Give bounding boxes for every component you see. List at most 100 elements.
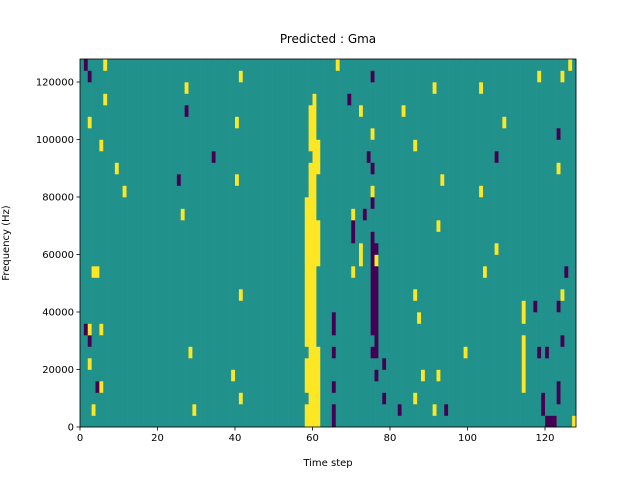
heatmap-cell (521, 197, 526, 209)
heatmap-cell (347, 185, 352, 198)
heatmap-cell (91, 392, 96, 405)
heatmap-cell (188, 266, 193, 278)
heatmap-cell (343, 312, 348, 324)
heatmap-cell (424, 231, 430, 244)
heatmap-cell (320, 381, 325, 393)
heatmap-cell (366, 312, 371, 324)
heatmap-cell (541, 404, 546, 416)
heatmap-cell (490, 404, 495, 416)
heatmap-cell (378, 300, 383, 313)
heatmap-cell (401, 197, 406, 209)
heatmap-cell (494, 335, 499, 347)
heatmap-cell (281, 105, 286, 117)
heatmap-cell (452, 415, 457, 428)
heatmap-cell (455, 197, 461, 209)
heatmap-cell (366, 243, 371, 255)
heatmap-cell (483, 116, 488, 129)
heatmap-cell (320, 312, 325, 324)
heatmap-cell (463, 243, 468, 255)
heatmap-cell (114, 93, 120, 106)
heatmap-cell (486, 323, 492, 336)
heatmap-cell (351, 358, 356, 370)
heatmap-cell (293, 369, 298, 382)
heatmap-cell (308, 59, 313, 71)
heatmap-cell (351, 151, 356, 163)
heatmap-cell (374, 243, 379, 255)
heatmap-cell (545, 208, 550, 221)
heatmap-cell (161, 404, 166, 416)
heatmap-cell (397, 93, 402, 106)
heatmap-cell (409, 312, 414, 324)
heatmap-cell (455, 139, 461, 152)
heatmap-cell (316, 277, 321, 290)
heatmap-cell (161, 231, 166, 244)
heatmap-cell (374, 289, 379, 301)
heatmap-cell (184, 300, 189, 313)
heatmap-cell (506, 254, 511, 267)
heatmap-cell (126, 185, 131, 198)
heatmap-cell (285, 404, 290, 416)
heatmap-cell (556, 93, 561, 106)
heatmap-cell (266, 59, 271, 71)
heatmap-cell (289, 197, 294, 209)
heatmap-cell (165, 162, 170, 175)
heatmap-cell (498, 335, 503, 347)
heatmap-cell (219, 415, 224, 428)
heatmap-cell (459, 128, 464, 140)
heatmap-cell (548, 128, 554, 140)
heatmap-cell (289, 185, 294, 198)
heatmap-cell (223, 358, 228, 370)
heatmap-cell (521, 369, 526, 382)
heatmap-cell (184, 185, 189, 198)
heatmap-cell (455, 381, 461, 393)
heatmap-cell (490, 277, 495, 290)
heatmap-cell (118, 381, 123, 393)
heatmap-cell (494, 70, 499, 83)
heatmap-cell (316, 197, 321, 209)
heatmap-cell (362, 346, 368, 359)
heatmap-cell (254, 358, 259, 370)
heatmap-cell (242, 82, 247, 94)
heatmap-cell (281, 415, 286, 428)
heatmap-cell (161, 185, 166, 198)
heatmap-cell (459, 93, 464, 106)
heatmap-cell (238, 139, 244, 152)
heatmap-cell (207, 346, 213, 359)
heatmap-cell (568, 346, 573, 359)
heatmap-cell (99, 415, 104, 428)
heatmap-cell (235, 151, 240, 163)
heatmap-cell (397, 139, 402, 152)
heatmap-cell (517, 185, 523, 198)
heatmap-cell (83, 243, 89, 255)
heatmap-cell (246, 300, 251, 313)
heatmap-cell (378, 381, 383, 393)
heatmap-cell (114, 151, 120, 163)
heatmap-cell (552, 116, 557, 129)
heatmap-cell (312, 381, 317, 393)
heatmap-cell (436, 346, 441, 359)
heatmap-cell (293, 404, 298, 416)
heatmap-cell (351, 323, 356, 336)
chart-title: Predicted : Gma (280, 32, 376, 46)
heatmap-cell (401, 243, 406, 255)
heatmap-cell (145, 335, 151, 347)
heatmap-cell (440, 151, 445, 163)
heatmap-cell (572, 162, 577, 175)
heatmap-cell (107, 185, 112, 198)
heatmap-cell (564, 105, 569, 117)
heatmap-cell (525, 289, 530, 301)
heatmap-cell (281, 277, 286, 290)
heatmap-cell (479, 151, 484, 163)
heatmap-cell (440, 300, 445, 313)
heatmap-cell (409, 59, 414, 71)
heatmap-cell (386, 312, 391, 324)
heatmap-cell (149, 277, 154, 290)
heatmap-cell (281, 208, 286, 221)
heatmap-cell (142, 323, 147, 336)
heatmap-cell (328, 312, 333, 324)
heatmap-cell (498, 277, 503, 290)
heatmap-cell (366, 369, 371, 382)
heatmap-cell (568, 392, 573, 405)
heatmap-cell (541, 174, 546, 186)
heatmap-cell (331, 82, 337, 94)
